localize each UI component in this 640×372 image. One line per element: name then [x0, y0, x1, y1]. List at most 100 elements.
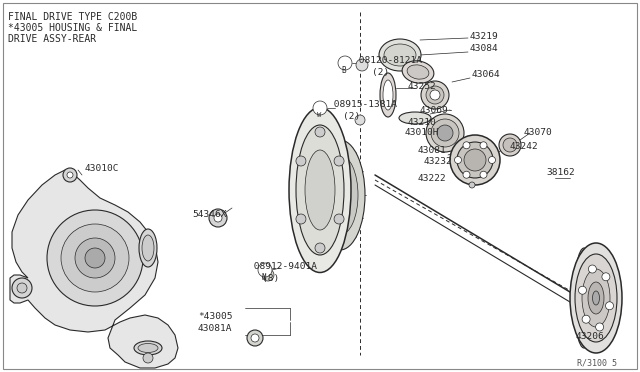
Circle shape: [247, 330, 263, 346]
Ellipse shape: [380, 73, 396, 117]
Circle shape: [454, 157, 461, 164]
Circle shape: [296, 214, 306, 224]
Circle shape: [63, 168, 77, 182]
Text: 38162: 38162: [546, 168, 575, 177]
Circle shape: [588, 265, 596, 273]
Circle shape: [17, 283, 27, 293]
Ellipse shape: [315, 140, 365, 250]
Text: 43210: 43210: [408, 118, 436, 127]
Circle shape: [463, 142, 470, 149]
Circle shape: [582, 315, 590, 323]
Circle shape: [143, 353, 153, 363]
Circle shape: [85, 248, 105, 268]
Text: 43064: 43064: [472, 70, 500, 79]
Ellipse shape: [431, 119, 459, 147]
Circle shape: [602, 273, 610, 281]
Circle shape: [596, 323, 604, 331]
Text: R/3100 5: R/3100 5: [577, 358, 617, 367]
Circle shape: [61, 224, 129, 292]
Ellipse shape: [437, 125, 453, 141]
Text: 43252: 43252: [408, 82, 436, 91]
Ellipse shape: [469, 182, 475, 188]
Text: (2): (2): [343, 112, 360, 121]
Text: DRIVE ASSY-REAR: DRIVE ASSY-REAR: [8, 34, 96, 44]
Circle shape: [315, 243, 325, 253]
Ellipse shape: [134, 341, 162, 355]
Text: 08912-9401A: 08912-9401A: [248, 262, 317, 271]
Text: 43070: 43070: [524, 128, 553, 137]
Ellipse shape: [574, 248, 594, 348]
Circle shape: [463, 171, 470, 178]
Ellipse shape: [430, 90, 440, 100]
Text: 43069-: 43069-: [420, 106, 454, 115]
Ellipse shape: [426, 86, 444, 104]
Circle shape: [47, 210, 143, 306]
Circle shape: [296, 156, 306, 166]
Circle shape: [356, 59, 368, 71]
Text: 43081A: 43081A: [198, 324, 232, 333]
Text: 43010C: 43010C: [85, 164, 120, 173]
Text: *43005: *43005: [198, 312, 232, 321]
Text: 43219: 43219: [470, 32, 499, 41]
Circle shape: [480, 171, 487, 178]
Ellipse shape: [457, 142, 493, 178]
Text: 08120-8121A: 08120-8121A: [353, 56, 422, 65]
Ellipse shape: [305, 150, 335, 230]
Ellipse shape: [139, 229, 157, 267]
Text: 43206: 43206: [576, 332, 605, 341]
Text: B: B: [342, 65, 346, 74]
Text: 43232: 43232: [424, 157, 452, 166]
Circle shape: [67, 172, 73, 178]
Ellipse shape: [575, 254, 617, 342]
Ellipse shape: [399, 112, 431, 124]
Ellipse shape: [142, 235, 154, 261]
Text: 43010H: 43010H: [405, 128, 440, 137]
Circle shape: [334, 214, 344, 224]
Ellipse shape: [499, 134, 521, 156]
Ellipse shape: [450, 135, 500, 185]
Text: 43222: 43222: [418, 174, 447, 183]
Text: *43005 HOUSING & FINAL: *43005 HOUSING & FINAL: [8, 23, 137, 33]
Ellipse shape: [582, 269, 610, 327]
Ellipse shape: [289, 108, 351, 273]
Text: 43084: 43084: [470, 44, 499, 53]
Text: 08915-1381A: 08915-1381A: [328, 100, 397, 109]
Ellipse shape: [503, 138, 517, 152]
Text: (8): (8): [262, 274, 279, 283]
Ellipse shape: [355, 115, 365, 125]
Circle shape: [12, 278, 32, 298]
Ellipse shape: [588, 282, 604, 314]
Text: 43081: 43081: [418, 146, 447, 155]
Ellipse shape: [570, 243, 622, 353]
Ellipse shape: [421, 81, 449, 109]
Text: (2): (2): [372, 68, 389, 77]
Circle shape: [338, 56, 352, 70]
Circle shape: [334, 156, 344, 166]
Circle shape: [313, 101, 327, 115]
Circle shape: [605, 302, 614, 310]
Circle shape: [214, 214, 222, 222]
Circle shape: [315, 127, 325, 137]
Polygon shape: [10, 170, 178, 368]
Circle shape: [480, 142, 487, 149]
Ellipse shape: [593, 291, 600, 305]
Ellipse shape: [402, 61, 434, 83]
Text: N: N: [262, 273, 266, 282]
Ellipse shape: [407, 65, 429, 79]
FancyBboxPatch shape: [3, 3, 637, 369]
Circle shape: [579, 286, 586, 294]
Ellipse shape: [384, 44, 416, 66]
Ellipse shape: [379, 39, 421, 71]
Ellipse shape: [426, 114, 464, 152]
Ellipse shape: [464, 149, 486, 171]
Circle shape: [262, 269, 274, 281]
Text: 54346X: 54346X: [192, 210, 227, 219]
Circle shape: [75, 238, 115, 278]
Text: W: W: [317, 112, 321, 118]
Circle shape: [209, 209, 227, 227]
Ellipse shape: [138, 343, 158, 353]
Ellipse shape: [383, 80, 393, 110]
Ellipse shape: [322, 155, 358, 235]
Circle shape: [251, 334, 259, 342]
Circle shape: [258, 263, 272, 277]
